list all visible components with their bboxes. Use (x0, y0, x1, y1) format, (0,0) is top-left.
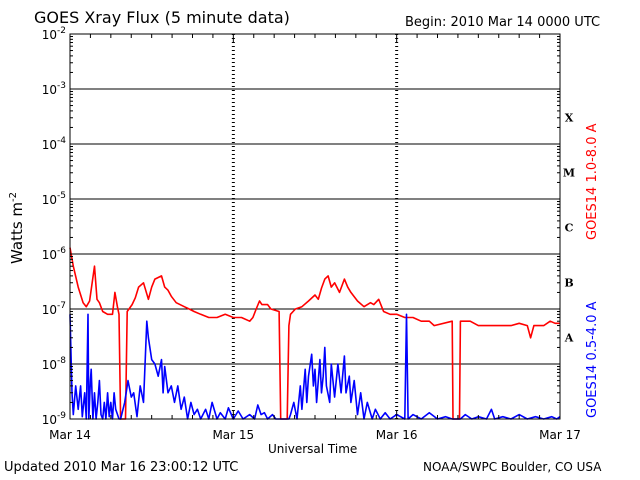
y-tick-label: 10-5 (42, 191, 66, 207)
y-tick-label: 10-8 (42, 356, 67, 372)
chart-title: GOES Xray Flux (5 minute data) (34, 8, 290, 27)
y-tick-label: 10-3 (42, 81, 66, 97)
source-credit: NOAA/SWPC Boulder, CO USA (423, 460, 602, 474)
y-tick-label: 10-6 (42, 246, 67, 262)
begin-time: Begin: 2010 Mar 14 0000 UTC (405, 15, 601, 30)
x-tick-label: Mar 14 (49, 428, 91, 442)
x-tick-label: Mar 16 (376, 428, 418, 442)
flare-class-label: A (564, 332, 574, 345)
series-layer (69, 247, 561, 420)
updated-timestamp: Updated 2010 Mar 16 23:00:12 UTC (4, 460, 239, 475)
series-line-short-channel (69, 313, 561, 420)
x-axis-label: Universal Time (268, 442, 358, 456)
flare-class-label: B (564, 277, 573, 290)
axis-layer: 10-9 10-8 10-7 10-6 10-5 10-4 10-3 10-2 Mar 14 Ma… (42, 26, 581, 442)
legend-short-channel: GOES14 0.5-4.0 A (585, 301, 600, 418)
y-axis-label-text: Watts m (8, 201, 26, 264)
flare-class-label: X (565, 112, 574, 125)
flare-class-label: C (565, 222, 574, 235)
y-tick-label: 10-4 (42, 136, 67, 152)
flare-class-label: M (563, 167, 575, 180)
x-tick-label: Mar 17 (539, 428, 581, 442)
y-tick-label: 10-7 (42, 301, 66, 317)
y-tick-label: 10-2 (42, 26, 66, 42)
y-tick-label: 10-9 (42, 411, 67, 427)
plot-frame (69, 33, 561, 420)
grid-layer (70, 33, 560, 420)
legend-long-channel: GOES14 1.0-8.0 A (585, 123, 600, 240)
y-axis-label-exponent: -2 (8, 191, 19, 202)
x-tick-label: Mar 15 (212, 428, 254, 442)
